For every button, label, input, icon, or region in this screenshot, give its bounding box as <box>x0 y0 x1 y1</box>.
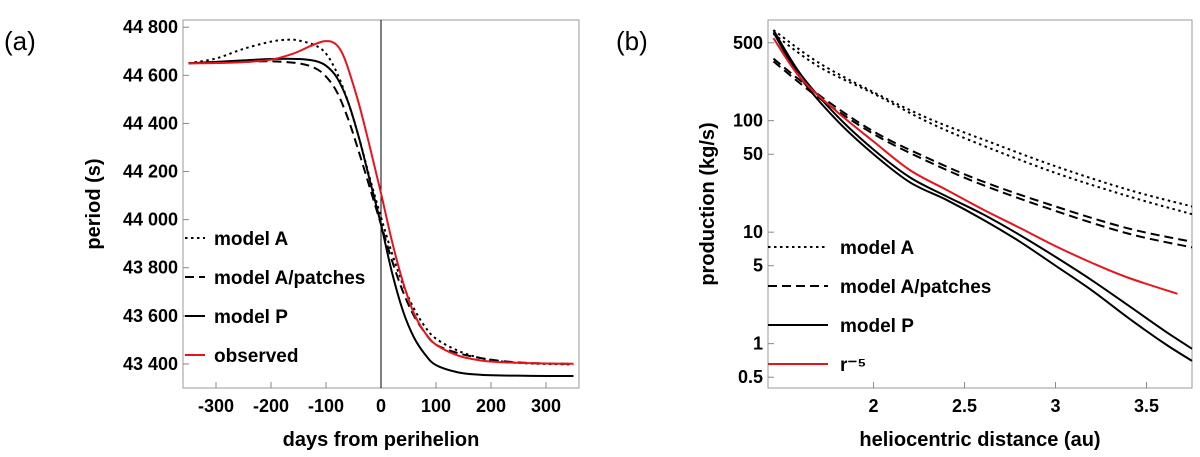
panel-a: -300 -200 -100 0 100 200 300 43 400 43 600 43 800… <box>4 17 580 451</box>
x-tick-label: 2.5 <box>952 396 977 416</box>
y-tick-label: 43 800 <box>123 258 178 278</box>
x-tick-label: 200 <box>476 396 506 416</box>
panel-label: (b) <box>616 26 648 56</box>
y-tick-label: 44 600 <box>123 65 178 85</box>
panel-b: 2 2.5 3 3.5 0.5 1 5 10 50 100 500 heliocentric dist… <box>616 19 1193 451</box>
x-tick-label: 300 <box>531 396 561 416</box>
plot-frame <box>767 19 1193 389</box>
x-tick-label: 2 <box>869 396 879 416</box>
y-tick-label: 43 600 <box>123 306 178 326</box>
x-axis-label: heliocentric distance (au) <box>859 429 1100 451</box>
series-line-model-p <box>772 29 1193 350</box>
legend-label: model A <box>214 229 289 250</box>
y-tick-label: 44 200 <box>123 162 178 182</box>
legend-label: model A/patches <box>214 268 365 289</box>
series-line-r <box>772 37 1178 295</box>
y-tick-label: 44 800 <box>123 17 178 37</box>
y-axis-label: production (kg/s) <box>697 122 719 285</box>
y-tick-label: 0.5 <box>738 367 763 387</box>
x-tick-label: 3.5 <box>1134 396 1159 416</box>
series-line-model-a-patches <box>772 57 1193 243</box>
series-line-model-a-patches-second-branch <box>772 60 1193 249</box>
series-line-observed <box>188 40 574 365</box>
legend-label: observed <box>214 346 298 367</box>
y-tick-label: 44 400 <box>123 113 178 133</box>
y-tick-label: 44 000 <box>123 210 178 230</box>
legend-label: r⁻⁵ <box>840 355 866 376</box>
legend-label: model A <box>840 238 915 259</box>
y-tick-label: 1 <box>753 334 763 354</box>
x-tick-label: 3 <box>1051 396 1061 416</box>
x-axis-label: days from perihelion <box>283 429 480 451</box>
x-tick-label: 0 <box>376 396 386 416</box>
y-axis-label: period (s) <box>83 158 105 249</box>
y-tick-label: 100 <box>733 111 763 131</box>
series-line-model-p <box>188 57 574 377</box>
x-tick-label: -300 <box>198 396 234 416</box>
legend-label: model P <box>840 316 914 337</box>
x-tick-label: -200 <box>253 396 289 416</box>
series-line-model-p-second-branch <box>772 31 1193 362</box>
legend-label: model A/patches <box>840 277 991 298</box>
y-tick-label: 50 <box>743 144 763 164</box>
panel-label: (a) <box>4 26 36 56</box>
y-tick-label: 43 400 <box>123 354 178 374</box>
x-tick-label: -100 <box>308 396 344 416</box>
x-tick-label: 100 <box>421 396 451 416</box>
series-line-model-a <box>772 29 1193 208</box>
y-tick-label: 5 <box>753 256 763 276</box>
series-line-model-a-second-branch <box>772 33 1193 216</box>
y-tick-label: 10 <box>743 222 763 242</box>
y-tick-label: 500 <box>733 33 763 53</box>
legend-label: model P <box>214 307 288 328</box>
